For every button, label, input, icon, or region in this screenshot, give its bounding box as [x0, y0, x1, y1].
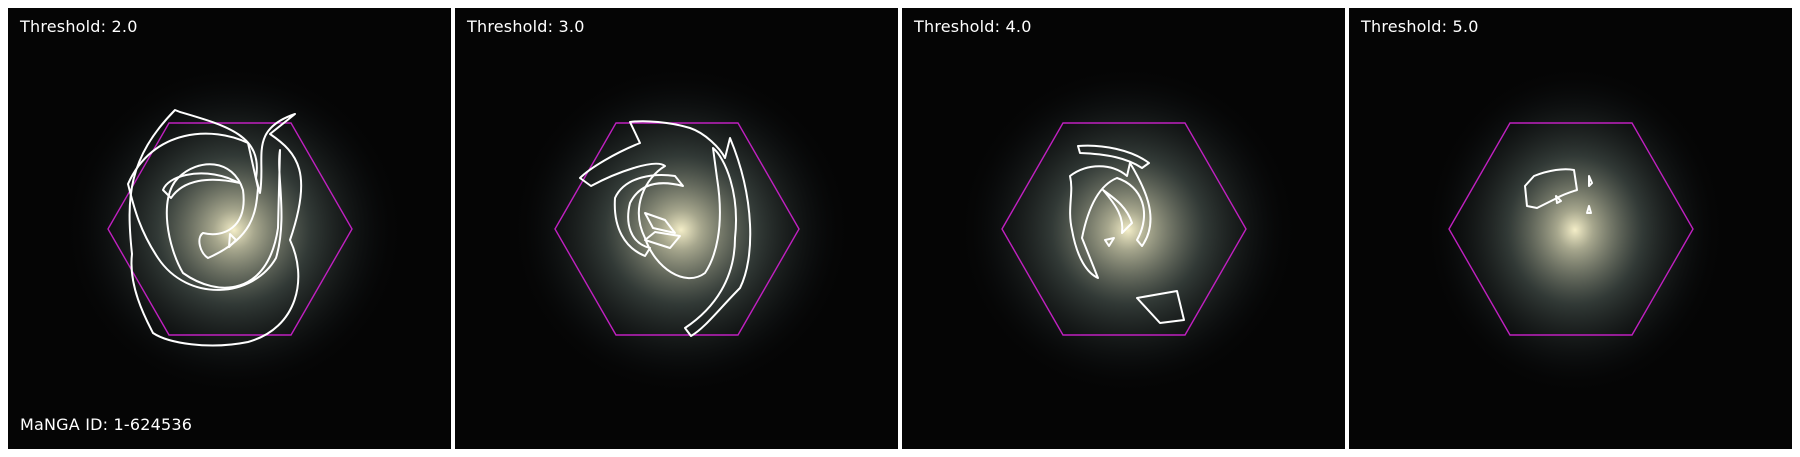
- galaxy-panel-2: Threshold: 3.0: [455, 8, 898, 449]
- contour-lines: [1069, 144, 1185, 324]
- hexagon-footprint: [107, 122, 353, 336]
- threshold-label: Threshold: 3.0: [467, 17, 585, 36]
- manga-id-label: MaNGA ID: 1-624536: [20, 415, 193, 434]
- hexagon-footprint: [554, 122, 800, 336]
- contour-lines: [579, 120, 752, 337]
- hexagon-footprint: [1448, 122, 1694, 336]
- threshold-label: Threshold: 5.0: [1361, 17, 1479, 36]
- contour-lines: [1524, 168, 1593, 214]
- threshold-label: Threshold: 2.0: [20, 17, 138, 36]
- hexagon-footprint: [1001, 122, 1247, 336]
- galaxy-glow: [1425, 65, 1725, 395]
- galaxy-glow: [958, 65, 1298, 395]
- galaxy-panel-1: Threshold: 2.0 MaNGA ID: 1-624536: [8, 8, 451, 449]
- galaxy-glow: [511, 65, 851, 395]
- galaxy-image-3: [902, 8, 1345, 449]
- galaxy-image-2: [455, 8, 898, 449]
- galaxy-glow: [64, 65, 404, 395]
- galaxy-image-1: [8, 8, 451, 449]
- galaxy-panel-3: Threshold: 4.0: [902, 8, 1345, 449]
- galaxy-image-4: [1349, 8, 1792, 449]
- threshold-label: Threshold: 4.0: [914, 17, 1032, 36]
- galaxy-panel-4: Threshold: 5.0: [1349, 8, 1792, 449]
- contour-lines: [127, 109, 303, 347]
